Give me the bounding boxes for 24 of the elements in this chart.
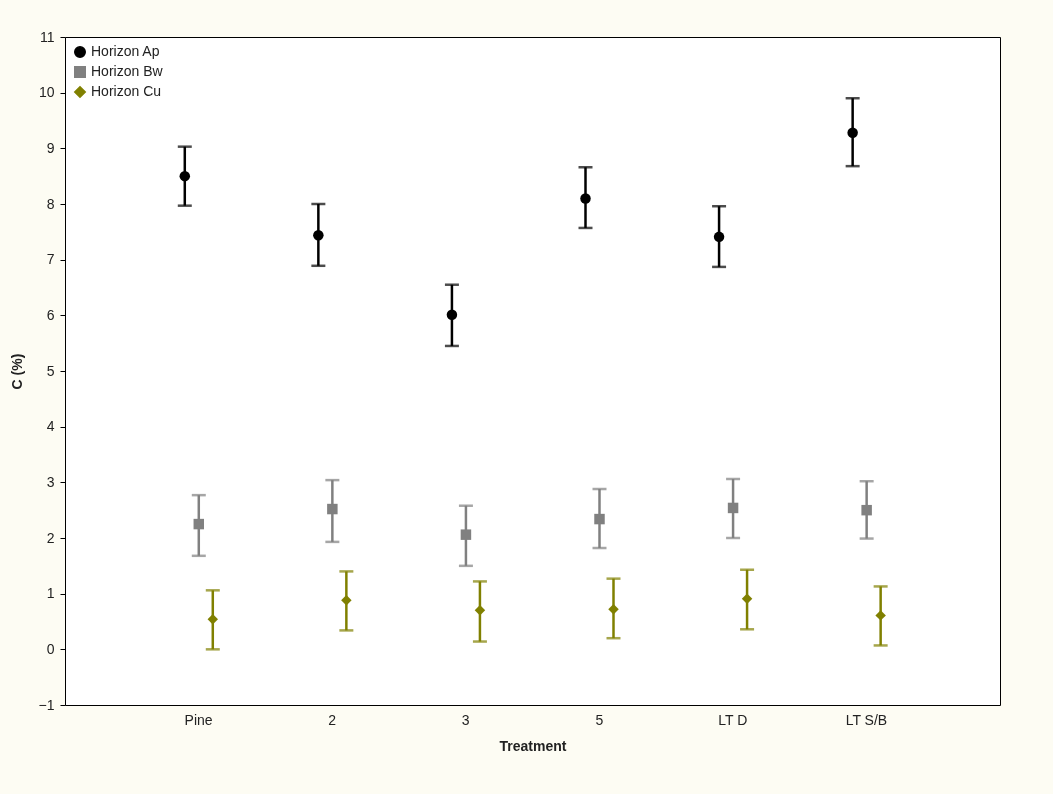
x-tick-label: 3 <box>461 711 470 728</box>
y-tick-label: −1 <box>38 696 55 713</box>
y-tick-label: 1 <box>46 585 55 602</box>
y-axis-title: C (%) <box>8 353 25 390</box>
y-tick-label: 8 <box>46 195 55 212</box>
y-tick-label: 2 <box>46 529 55 546</box>
y-tick-label: 3 <box>46 473 55 490</box>
x-axis-title: Treatment <box>499 737 567 754</box>
x-tick-label: LT D <box>718 711 748 728</box>
x-tick-label: 5 <box>595 711 604 728</box>
legend-label: Horizon Ap <box>91 43 160 59</box>
y-tick-label: 10 <box>38 84 55 101</box>
y-tick-label: 0 <box>46 640 55 657</box>
x-tick-label: LT S/B <box>845 711 888 728</box>
legend-label: Horizon Bw <box>91 63 164 79</box>
y-tick-label: 7 <box>46 251 55 268</box>
x-tick-label: 2 <box>328 711 337 728</box>
y-tick-label: 6 <box>46 306 55 323</box>
y-tick-label: 5 <box>46 362 55 379</box>
x-tick-label: Pine <box>184 711 213 728</box>
y-tick-label: 11 <box>39 28 55 45</box>
y-tick-label: 9 <box>46 139 55 156</box>
y-tick-label: 4 <box>46 418 55 435</box>
legend-label: Horizon Cu <box>91 83 162 99</box>
